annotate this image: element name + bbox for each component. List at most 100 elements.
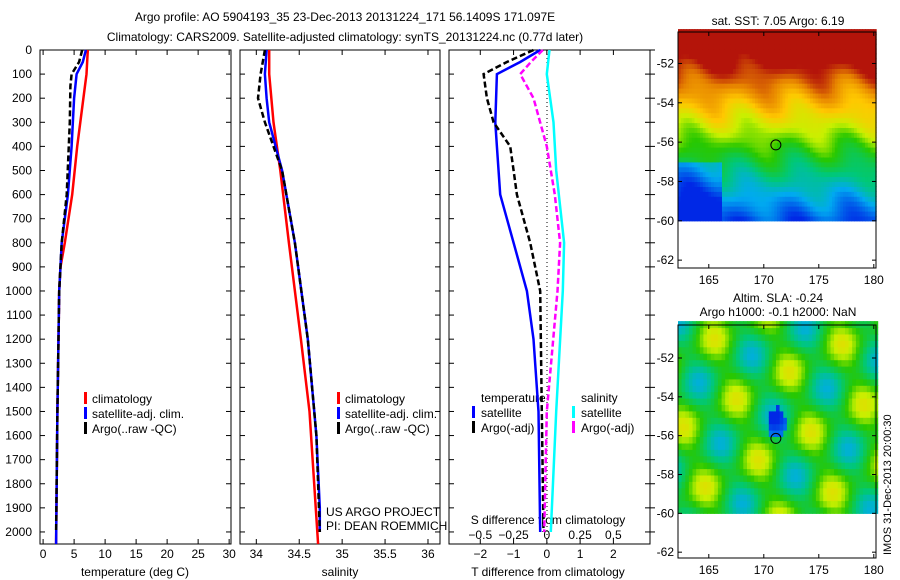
map-cell	[680, 102, 685, 109]
map-cell	[716, 43, 720, 50]
map-cell	[752, 152, 756, 158]
map-cell	[689, 43, 693, 50]
map-cell	[774, 181, 778, 187]
map-cell	[765, 487, 770, 495]
map-cell	[854, 201, 858, 207]
map-cell	[689, 186, 693, 192]
map-cell	[810, 211, 814, 217]
map-cell	[808, 487, 813, 495]
map-cell	[779, 88, 784, 94]
map-cell	[700, 161, 704, 168]
map-cell	[724, 215, 729, 222]
map-cell	[834, 417, 839, 425]
map-cell	[719, 38, 723, 45]
map-cell	[785, 161, 789, 168]
map-cell	[689, 137, 693, 143]
map-cell	[782, 181, 786, 187]
map-cell	[790, 206, 795, 212]
map-cell	[686, 171, 690, 178]
map-cell	[700, 166, 704, 173]
map-cell	[678, 372, 683, 380]
map-cell	[826, 346, 831, 354]
map-cell	[826, 196, 830, 202]
map-cell	[743, 474, 748, 482]
map-cell	[812, 171, 817, 178]
map-cell	[699, 449, 704, 457]
map-cell	[743, 442, 748, 450]
map-cell	[686, 215, 690, 222]
map-cell	[755, 186, 759, 192]
map-cell	[801, 58, 806, 65]
map-cell	[768, 73, 773, 79]
map-cell	[873, 34, 877, 40]
map-cell	[755, 132, 759, 138]
map-cell	[867, 112, 872, 119]
map-cell	[694, 63, 698, 69]
map-cell	[735, 191, 740, 197]
map-cell	[804, 152, 808, 158]
map-cell	[859, 112, 863, 119]
map-cell	[692, 353, 697, 361]
map-cell	[702, 78, 707, 84]
map-cell	[739, 378, 744, 386]
map-cell	[843, 73, 847, 79]
map-cell	[834, 43, 839, 50]
map-cell	[689, 112, 693, 119]
map-cell	[766, 127, 770, 133]
map-cell	[771, 112, 775, 119]
map-cell	[826, 83, 830, 89]
map-cell	[688, 385, 694, 393]
map-cell	[848, 132, 852, 138]
map-cell	[776, 410, 781, 418]
map-cell	[680, 171, 685, 178]
map-cell	[794, 372, 799, 380]
map-cell	[761, 423, 766, 431]
map-cell	[841, 385, 846, 393]
map-cell	[805, 372, 810, 380]
map-cell	[774, 156, 778, 163]
map-cell	[870, 359, 875, 367]
map-cell	[790, 474, 795, 482]
map-cell	[750, 481, 755, 489]
map-cell	[760, 171, 764, 178]
map-cell	[728, 404, 733, 412]
map-cell	[696, 378, 701, 386]
map-cell	[733, 196, 737, 202]
map-cell	[691, 78, 696, 84]
map-cell	[763, 132, 767, 138]
map-cell	[733, 166, 737, 173]
map-cell	[788, 211, 792, 217]
map-cell	[777, 73, 781, 79]
map-cell	[707, 455, 712, 463]
map-cell	[694, 83, 698, 89]
map-cell	[719, 142, 723, 148]
map-cell	[678, 398, 683, 405]
map-cell	[821, 137, 825, 143]
map-cell	[862, 137, 866, 143]
map-cell	[760, 176, 764, 183]
map-cell	[832, 142, 836, 148]
map-cell	[736, 455, 741, 463]
map-cell	[719, 97, 723, 104]
map-cell	[763, 38, 767, 45]
map-cell	[725, 455, 730, 463]
map-cell	[821, 112, 825, 119]
map-cell	[804, 206, 808, 212]
map-cell	[821, 196, 825, 202]
map-cell	[700, 117, 704, 124]
map-cell	[837, 186, 841, 192]
map-cell	[761, 436, 766, 444]
map-cell	[837, 73, 841, 79]
map-cell	[840, 181, 844, 187]
map-cell	[786, 398, 792, 405]
x-tick-label: 10	[98, 547, 112, 561]
map-cell	[852, 327, 857, 335]
x-tick-label: 34	[250, 547, 264, 561]
map-cell	[761, 506, 766, 514]
map-cell	[724, 201, 729, 207]
map-cell	[702, 152, 707, 158]
map-cell	[848, 102, 852, 109]
map-cell	[738, 117, 742, 124]
map-cell	[722, 83, 726, 89]
